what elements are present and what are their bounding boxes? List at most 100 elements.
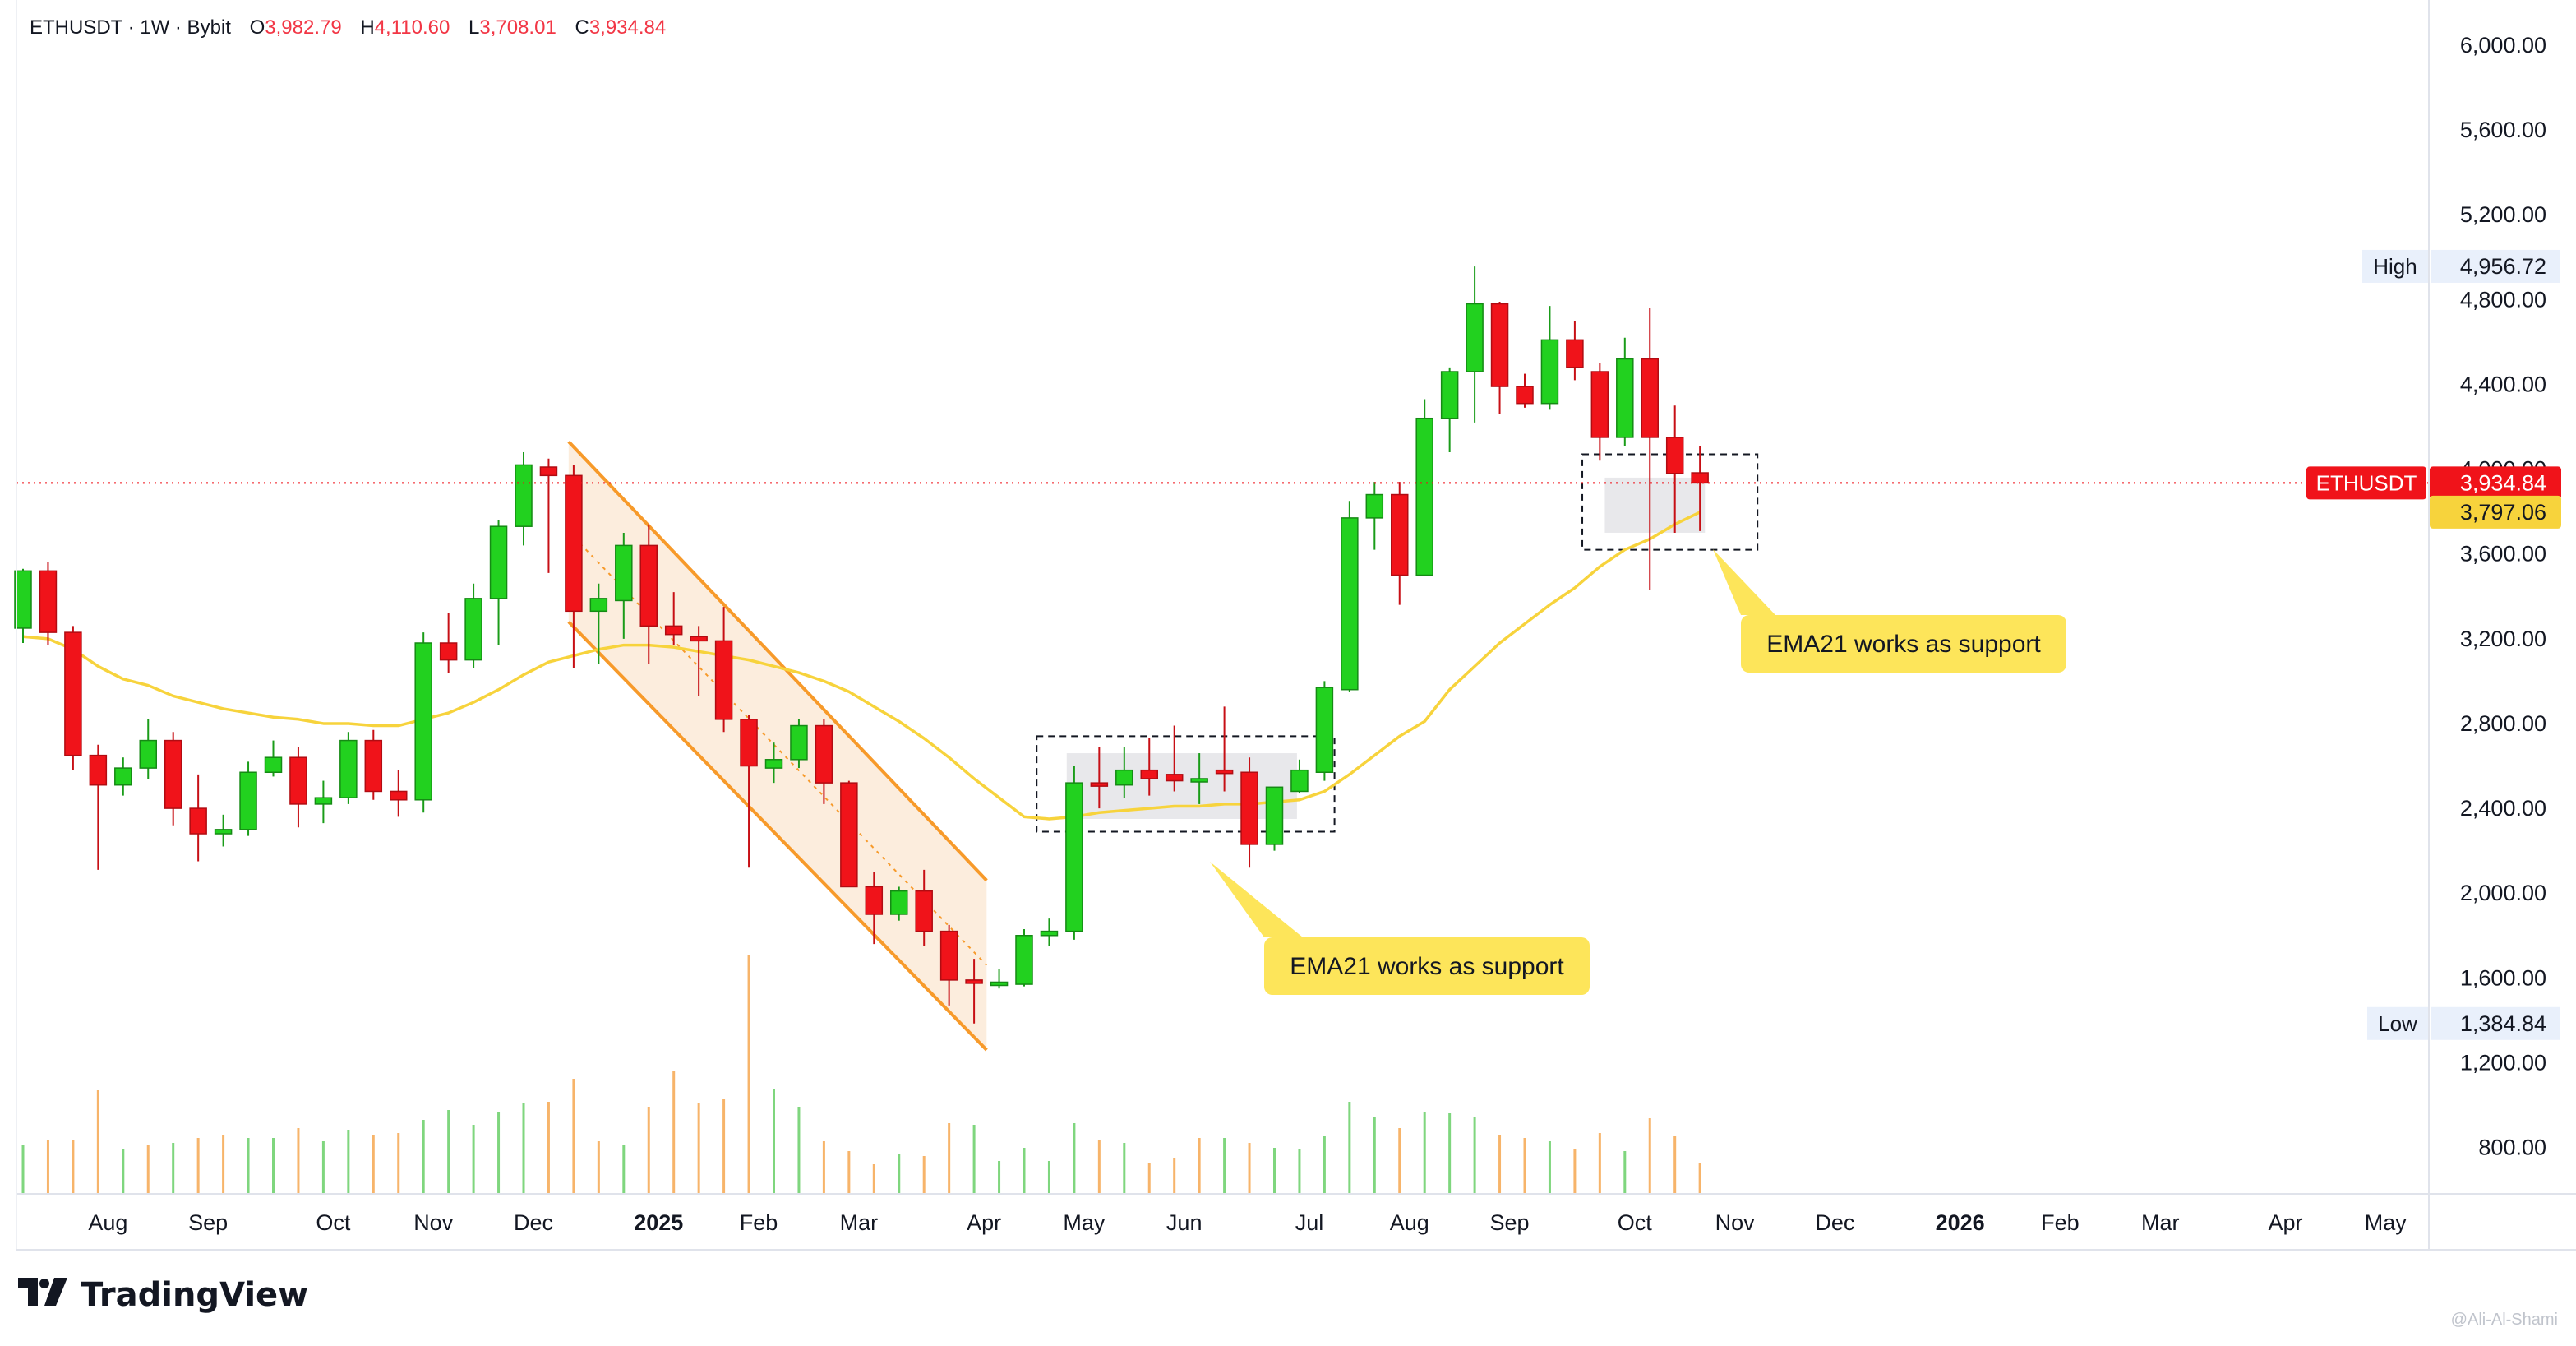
candle-up xyxy=(515,464,533,527)
ema21-path xyxy=(22,511,1701,821)
y-tick-label: 5,200.00 xyxy=(2460,202,2546,227)
candle-down xyxy=(39,570,58,633)
candle-up xyxy=(1190,778,1208,783)
low-label: L xyxy=(469,16,480,39)
last-price-tag: 3,934.84 xyxy=(2460,470,2546,495)
candle-down xyxy=(1691,472,1709,484)
candle-up xyxy=(1466,303,1484,372)
ema-tag-bg xyxy=(2430,495,2561,529)
high-label-bg xyxy=(2362,249,2428,283)
candle-down xyxy=(740,719,758,767)
candle-up xyxy=(139,739,157,769)
support-callout-2-pointer xyxy=(1713,549,1775,615)
candle-up xyxy=(1616,358,1634,438)
support-callout-1-pointer xyxy=(1210,862,1303,937)
candle-down xyxy=(64,631,82,756)
candle-up xyxy=(1040,930,1059,937)
candle-down xyxy=(865,886,884,915)
candle-up xyxy=(1365,493,1384,519)
volume-bars xyxy=(21,955,1701,1194)
candle-up xyxy=(1540,339,1559,405)
y-tick-label: 4,400.00 xyxy=(2460,372,2546,396)
close-label: C xyxy=(575,16,589,39)
low-value-bg xyxy=(2431,1006,2560,1040)
channel-lower-line xyxy=(567,620,988,1052)
y-tick-label: 5,600.00 xyxy=(2460,118,2546,142)
support-callout-1-text: EMA21 works as support xyxy=(1290,953,1564,980)
symbol-tag: ETHUSDT xyxy=(2316,470,2417,495)
ema-tag: 3,797.06 xyxy=(2460,500,2546,525)
y-tick-label: 3,600.00 xyxy=(2460,542,2546,567)
candle-up xyxy=(615,544,633,602)
low-label-bg xyxy=(2367,1006,2428,1040)
x-tick-label: Apr xyxy=(2268,1210,2302,1235)
candle-down xyxy=(289,756,307,805)
tradingview-logo-icon xyxy=(18,1276,69,1314)
candle-up xyxy=(1065,782,1083,932)
tradingview-logo[interactable]: TradingView xyxy=(18,1276,308,1314)
y-tick-label: 2,800.00 xyxy=(2460,711,2546,736)
candle-down xyxy=(664,625,683,636)
candle-up xyxy=(1315,687,1334,774)
support-callout-1-bubble xyxy=(1264,937,1590,995)
candle-down xyxy=(390,790,408,801)
x-tick-label: Aug xyxy=(1390,1210,1429,1235)
candle-down xyxy=(565,474,583,613)
candle-down xyxy=(815,724,833,784)
x-tick-label: Aug xyxy=(88,1210,127,1235)
open-value: 3,982.79 xyxy=(265,16,342,39)
candle-down xyxy=(939,930,958,981)
ema21-line xyxy=(22,511,1701,821)
candle-down xyxy=(1391,493,1409,576)
candle-down xyxy=(965,979,983,984)
x-tick-label: Dec xyxy=(514,1210,553,1235)
close-value: 3,934.84 xyxy=(589,16,667,39)
x-tick-label: Jun xyxy=(1166,1210,1203,1235)
candle-down xyxy=(639,544,658,627)
candle-down xyxy=(714,640,733,720)
high-label: High xyxy=(2373,254,2417,279)
x-tick-label: May xyxy=(2365,1210,2407,1235)
candle-up xyxy=(114,767,132,786)
candle-down xyxy=(1516,386,1534,405)
x-tick-label: May xyxy=(1063,1210,1106,1235)
candle-down xyxy=(840,782,858,888)
candle-up xyxy=(264,756,283,774)
support-callout-2-bubble xyxy=(1741,615,2066,673)
candle-up xyxy=(1015,935,1033,985)
candle-up xyxy=(14,570,32,629)
y-tick-label: 2,000.00 xyxy=(2460,881,2546,905)
symbol-header: ETHUSDT · 1W · Bybit O3,982.79 H4,110.60… xyxy=(30,16,666,39)
channel-upper-line xyxy=(567,440,988,882)
open-label: O xyxy=(249,16,265,39)
x-tick-label: Oct xyxy=(1618,1210,1653,1235)
candle-down xyxy=(1590,371,1609,438)
candle-up xyxy=(214,829,233,835)
y-tick-label: 4,800.00 xyxy=(2460,287,2546,312)
x-tick-label: Oct xyxy=(316,1210,351,1235)
x-tick-label: Jul xyxy=(1295,1210,1324,1235)
y-tick-label: 1,200.00 xyxy=(2460,1050,2546,1075)
x-tick-label: Apr xyxy=(967,1210,1001,1235)
candle-down xyxy=(1490,303,1509,387)
high-value-bg xyxy=(2431,249,2560,283)
low-value: 1,384.84 xyxy=(2460,1011,2546,1036)
high-value: 4,110.60 xyxy=(374,16,450,39)
x-tick-label: Dec xyxy=(1815,1210,1854,1235)
candle-down xyxy=(1090,782,1109,787)
high-value: 4,956.72 xyxy=(2460,254,2546,279)
retest-box xyxy=(1581,453,1759,551)
candle-up xyxy=(1415,417,1433,576)
candle-down xyxy=(539,466,558,477)
candle-up xyxy=(1290,769,1309,793)
candle-up xyxy=(489,525,508,599)
candle-up xyxy=(314,797,333,805)
last-price-tag-bg xyxy=(2430,466,2561,500)
candle-up xyxy=(1341,517,1359,691)
low-value: 3,708.01 xyxy=(479,16,556,39)
x-tick-label: Nov xyxy=(1715,1210,1756,1235)
candlesticks xyxy=(14,266,1709,1024)
candle-up xyxy=(239,771,257,830)
x-tick-label: Sep xyxy=(188,1210,228,1235)
